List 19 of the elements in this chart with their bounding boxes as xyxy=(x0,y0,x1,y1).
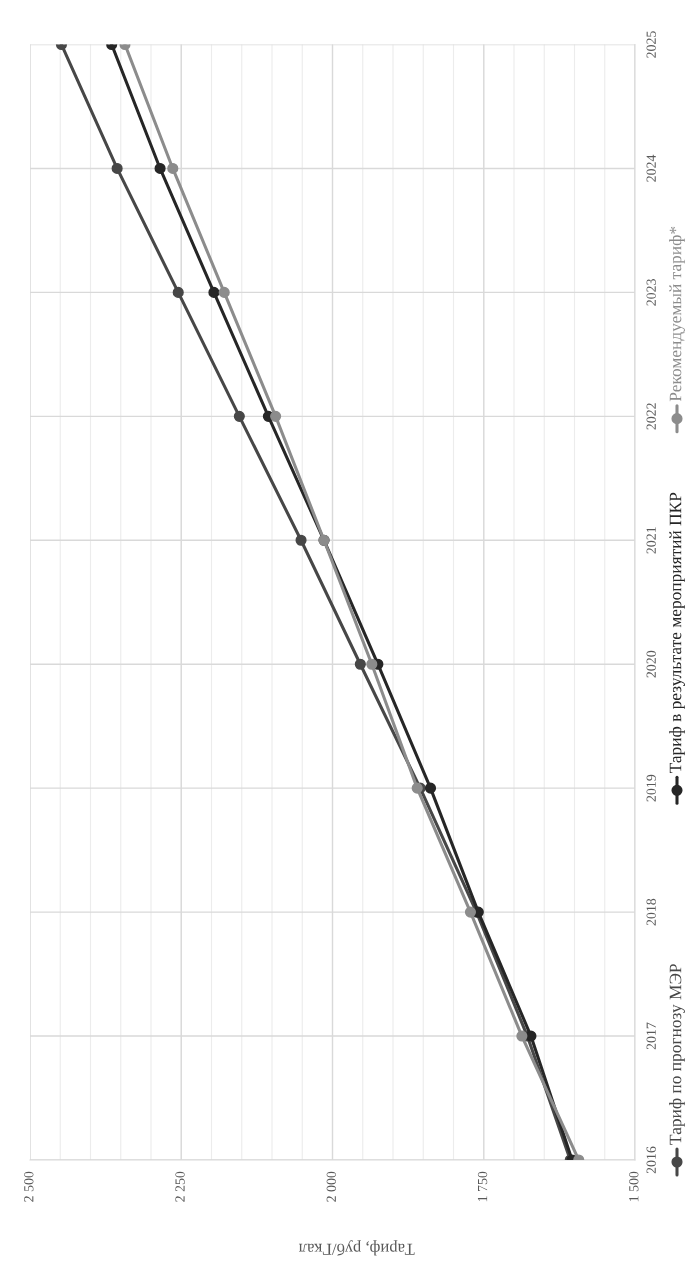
x-tick-label: 2 500 xyxy=(24,1171,34,1202)
text: Тариф по прогнозу МЭР xyxy=(669,964,685,1145)
y-tick-label: 2025 xyxy=(646,31,656,58)
text: Тариф в результате мероприятий ПКР xyxy=(669,492,685,774)
x-tick-label: 2 000 xyxy=(326,1171,336,1202)
y-tick-label: 2023 xyxy=(646,279,656,306)
x-tick-label: 1 750 xyxy=(477,1171,488,1202)
y-tick-label: 2018 xyxy=(646,898,656,926)
y-tick-label: 2016 xyxy=(646,1146,656,1174)
y-tick-label: 2024 xyxy=(646,154,656,182)
text: Рекомендуемый тариф* xyxy=(669,226,685,402)
x-tick-label: 2 250 xyxy=(175,1171,185,1202)
y-tick-label: 2017 xyxy=(646,1022,656,1050)
y-tick-label: 2019 xyxy=(646,774,656,802)
x-axis-title: Тариф, руб/Гкал xyxy=(298,1240,415,1256)
y-tick-label: 2020 xyxy=(646,650,656,678)
y-tick-label: 2021 xyxy=(646,527,656,554)
x-tick-label: 1 500 xyxy=(629,1171,639,1202)
y-tick-label: 2022 xyxy=(646,403,656,430)
